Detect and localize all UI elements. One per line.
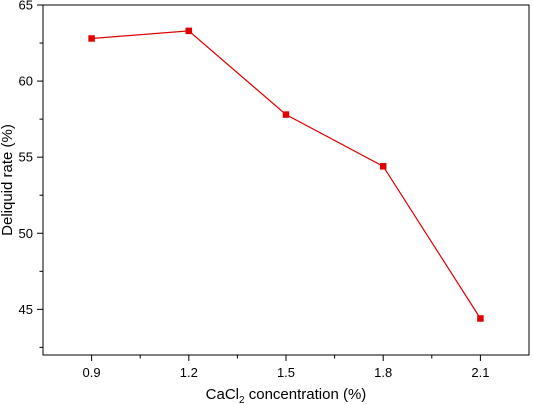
data-point-marker (477, 315, 484, 322)
plot-area-frame (42, 4, 530, 356)
y-axis: 45 50 55 60 65 (19, 0, 43, 348)
x-tick-label: 2.1 (471, 365, 489, 380)
data-point-marker (88, 35, 95, 42)
y-tick-label: 45 (19, 302, 33, 317)
series-markers (88, 27, 484, 322)
series-line (91, 30, 481, 319)
data-point-marker (282, 111, 290, 118)
y-tick-label: 65 (19, 0, 33, 13)
y-tick-label: 55 (19, 150, 33, 165)
x-axis-label: CaCl2 concentration (%) (206, 386, 367, 405)
y-tick-label: 50 (19, 226, 33, 241)
data-point-marker (379, 163, 387, 170)
x-tick-label: 0.9 (83, 365, 101, 380)
x-tick-label: 1.5 (277, 365, 295, 380)
y-axis-label: Deliquid rate (%) (0, 124, 16, 236)
x-tick-label: 1.2 (180, 365, 198, 380)
x-tick-label: 1.8 (374, 365, 392, 380)
y-tick-label: 60 (19, 74, 33, 89)
x-axis: 0.9 1.2 1.5 1.8 2.1 (83, 355, 489, 380)
data-point-marker (185, 27, 193, 35)
